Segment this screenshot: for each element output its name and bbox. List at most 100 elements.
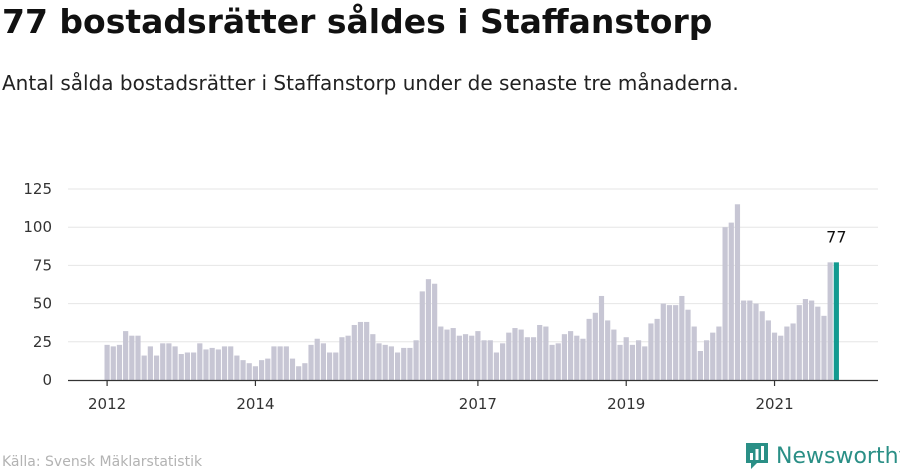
bar [524,337,530,380]
bar [302,363,308,380]
bar [370,334,376,380]
bar [450,328,456,380]
y-axis-tick-labels: 0 25 50 75 100 125 [23,180,52,389]
bar [537,324,543,380]
bar [685,309,691,380]
x-axis: 2012 2014 2017 2019 2021 [68,379,878,413]
bar [790,323,796,380]
bar [234,355,240,380]
brand-name: Newsworthy [776,443,900,469]
bar [611,329,617,380]
newsworthy-brand: Newsworthy [744,441,900,471]
source-note: Källa: Svensk Mäklarstatistik [2,454,203,470]
bar [333,352,339,380]
bar [116,344,123,380]
bar [635,340,642,380]
bar [598,295,605,380]
y-tick-label: 25 [33,333,52,351]
bar [555,343,561,380]
bar [673,305,679,380]
bar [197,343,203,380]
bar [364,321,370,380]
bar [425,279,432,380]
bar [413,340,419,380]
bar [184,352,191,380]
bar [654,318,660,380]
bar [796,305,802,380]
bar [617,344,623,380]
x-tick-label: 2017 [459,395,497,413]
bar [357,321,364,380]
bar [228,346,234,380]
bar [178,354,184,380]
bar [648,323,654,380]
bar [388,346,394,380]
bar [475,331,481,380]
bar [135,335,141,380]
bar [666,305,673,380]
bar [160,343,166,380]
bar [660,303,666,380]
bar [203,349,209,380]
bar [530,337,537,380]
y-tick-label: 50 [33,295,52,313]
bar [265,358,271,380]
bar [827,262,833,380]
chart-title: 77 bostadsrätter såldes i Staffanstorp [2,2,713,41]
y-tick-label: 75 [33,256,52,274]
bar [246,363,252,380]
bar [339,337,345,380]
bar [401,347,407,380]
bar [110,346,116,380]
bar [308,344,314,380]
bar [500,343,506,380]
bar [345,335,351,380]
bar [221,346,228,380]
bar [543,326,549,380]
bar [691,326,697,380]
bar [629,344,635,380]
bar [129,335,135,380]
bar [580,338,586,380]
bar [326,352,333,380]
bar [741,300,747,380]
bar [407,347,413,380]
bar [623,337,629,380]
bar [444,329,450,380]
bar [252,366,259,380]
bar [512,328,518,380]
bar [153,355,160,380]
bar [271,346,277,380]
bar [765,320,771,380]
bar [104,344,110,380]
bar [586,318,592,380]
bar [382,344,388,380]
x-tick-label: 2021 [755,395,793,413]
y-tick-label: 0 [42,371,52,389]
y-tick-label: 125 [23,180,52,198]
bar [759,311,765,380]
bar [833,262,839,380]
bar [320,343,326,380]
bar [778,335,784,380]
bar [351,324,357,380]
bar [191,352,197,380]
bar [141,355,147,380]
bar [469,335,475,380]
x-tick-label: 2019 [607,395,645,413]
bar [753,303,759,380]
bar [703,340,710,380]
bar [493,352,500,380]
bar [314,338,320,380]
bar [438,326,444,380]
bar [716,326,722,380]
bar [172,346,178,380]
bar [481,340,487,380]
bar [289,358,296,380]
bar [462,334,469,380]
bar [147,346,153,380]
bar [728,222,734,380]
bar [710,332,716,380]
y-tick-label: 100 [23,218,52,236]
bar [722,227,728,380]
